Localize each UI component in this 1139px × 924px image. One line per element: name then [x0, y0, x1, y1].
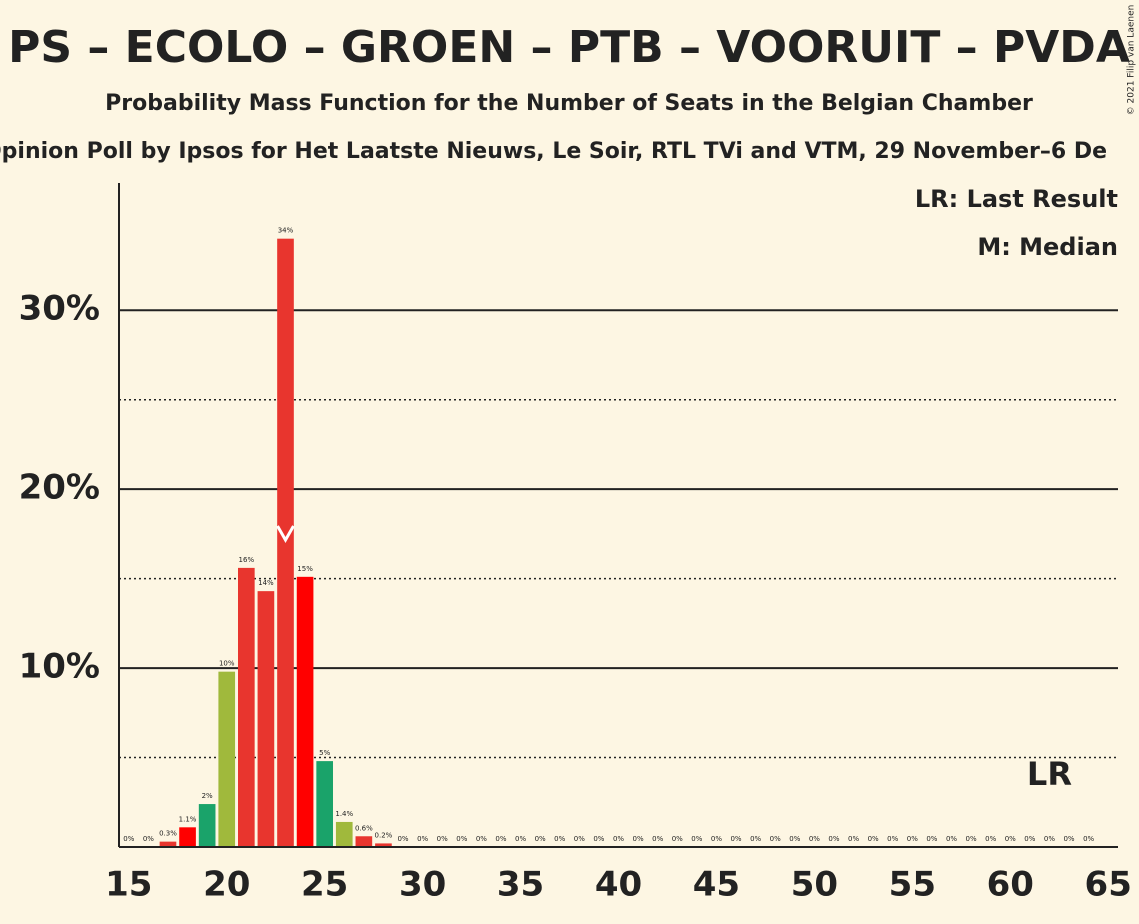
- y-tick-label: 10%: [19, 647, 100, 687]
- x-tick-label: 65: [1085, 865, 1132, 905]
- value-label: 0%: [672, 835, 683, 843]
- value-label: 0%: [828, 835, 839, 843]
- value-label: 0%: [848, 835, 859, 843]
- x-tick-label: 30: [399, 865, 446, 905]
- value-label: 0%: [946, 835, 957, 843]
- value-label: 0%: [1044, 835, 1055, 843]
- value-label: 0%: [397, 835, 408, 843]
- chart-subtitle: Opinion Poll by Ipsos for Het Laatste Ni…: [0, 139, 1107, 164]
- value-label: 0%: [1005, 835, 1016, 843]
- value-label: 0%: [868, 835, 879, 843]
- median-marker: [276, 525, 295, 544]
- value-label: 0%: [691, 835, 702, 843]
- value-label: 14%: [258, 579, 274, 587]
- bar: [335, 821, 353, 847]
- x-tick-label: 45: [693, 865, 740, 905]
- value-label: 0%: [966, 835, 977, 843]
- value-label: 0.3%: [159, 830, 177, 838]
- value-label: 0%: [809, 835, 820, 843]
- copyright: © 2021 Filip van Laenen: [1127, 5, 1137, 116]
- value-label: 0%: [613, 835, 624, 843]
- bar: [218, 671, 236, 847]
- x-tick-label: 20: [203, 865, 250, 905]
- value-label: 0%: [926, 835, 937, 843]
- value-label: 0%: [907, 835, 918, 843]
- y-tick-label: 30%: [19, 289, 100, 329]
- value-label: 0%: [652, 835, 663, 843]
- chart-subtitle: Probability Mass Function for the Number…: [105, 91, 1033, 116]
- x-tick-label: 25: [301, 865, 348, 905]
- bar: [375, 843, 392, 847]
- value-label: 0%: [437, 835, 448, 843]
- value-label: 0%: [123, 835, 134, 843]
- value-label: 0%: [417, 835, 428, 843]
- value-label: 2%: [202, 792, 213, 800]
- last-result-label: LR: [1027, 755, 1072, 793]
- value-label: 0%: [554, 835, 565, 843]
- legend-entry: M: Median: [977, 233, 1118, 261]
- value-label: 0%: [515, 835, 526, 843]
- value-label: 0%: [887, 835, 898, 843]
- value-label: 0%: [143, 835, 154, 843]
- value-label: 0%: [730, 835, 741, 843]
- value-label: 0%: [1083, 835, 1094, 843]
- value-label: 5%: [319, 749, 330, 757]
- x-tick-label: 50: [791, 865, 838, 905]
- value-label: 0%: [1024, 835, 1035, 843]
- value-label: 0%: [456, 835, 467, 843]
- bar: [316, 761, 334, 847]
- value-label: 0%: [574, 835, 585, 843]
- value-label: 34%: [278, 227, 294, 235]
- legend-entry: LR: Last Result: [915, 185, 1118, 213]
- value-label: 0%: [476, 835, 487, 843]
- value-label: 0%: [535, 835, 546, 843]
- x-tick-label: 15: [105, 865, 152, 905]
- value-label: 1.1%: [179, 815, 197, 823]
- value-label: 1.4%: [335, 810, 353, 818]
- value-label: 0%: [593, 835, 604, 843]
- value-label: 0%: [711, 835, 722, 843]
- bar: [355, 836, 373, 847]
- value-label: 0%: [1063, 835, 1074, 843]
- bar: [296, 576, 314, 847]
- value-label: 0.2%: [375, 831, 393, 839]
- value-label: 0%: [985, 835, 996, 843]
- bar: [237, 567, 255, 847]
- y-tick-label: 20%: [19, 468, 100, 508]
- bar: [159, 841, 177, 847]
- x-tick-label: 60: [987, 865, 1034, 905]
- bar: [179, 827, 196, 847]
- bar: [198, 804, 216, 847]
- chart-title: PS – ECOLO – GROEN – PTB – VOORUIT – PVD…: [8, 22, 1130, 73]
- value-label: 0%: [750, 835, 761, 843]
- value-label: 16%: [239, 556, 255, 564]
- value-label: 0%: [495, 835, 506, 843]
- value-label: 0.6%: [355, 824, 373, 832]
- value-label: 0%: [633, 835, 644, 843]
- x-tick-label: 35: [497, 865, 544, 905]
- value-label: 10%: [219, 660, 235, 668]
- bar: [257, 591, 275, 847]
- value-label: 0%: [770, 835, 781, 843]
- value-label: 15%: [297, 565, 313, 573]
- x-tick-label: 55: [889, 865, 936, 905]
- x-tick-label: 40: [595, 865, 642, 905]
- value-label: 0%: [789, 835, 800, 843]
